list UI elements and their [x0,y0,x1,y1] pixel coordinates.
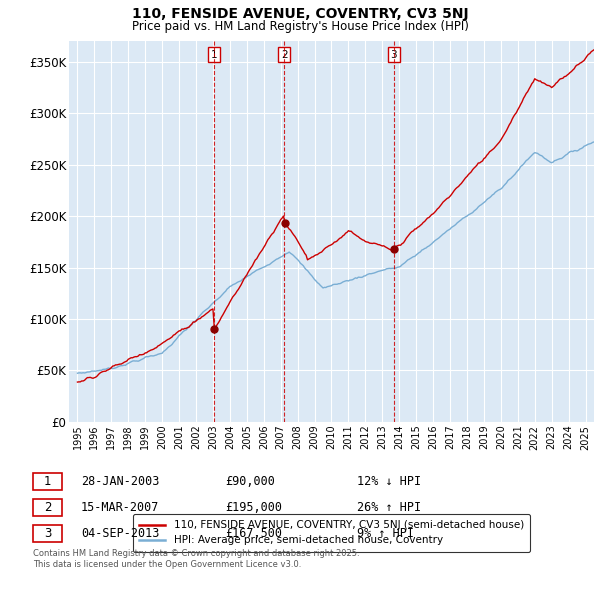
Text: 26% ↑ HPI: 26% ↑ HPI [357,501,421,514]
Text: Price paid vs. HM Land Registry's House Price Index (HPI): Price paid vs. HM Land Registry's House … [131,20,469,33]
Text: This data is licensed under the Open Government Licence v3.0.: This data is licensed under the Open Gov… [33,560,301,569]
Legend: 110, FENSIDE AVENUE, COVENTRY, CV3 5NJ (semi-detached house), HPI: Average price: 110, FENSIDE AVENUE, COVENTRY, CV3 5NJ (… [133,514,530,552]
Text: 15-MAR-2007: 15-MAR-2007 [81,501,160,514]
Text: 1: 1 [44,475,51,488]
Text: Contains HM Land Registry data © Crown copyright and database right 2025.: Contains HM Land Registry data © Crown c… [33,549,359,558]
Text: 04-SEP-2013: 04-SEP-2013 [81,527,160,540]
Text: £90,000: £90,000 [225,475,275,488]
Text: 9% ↑ HPI: 9% ↑ HPI [357,527,414,540]
Text: 3: 3 [391,50,397,60]
Text: 110, FENSIDE AVENUE, COVENTRY, CV3 5NJ: 110, FENSIDE AVENUE, COVENTRY, CV3 5NJ [131,7,469,21]
Text: 28-JAN-2003: 28-JAN-2003 [81,475,160,488]
Text: 1: 1 [211,50,218,60]
Text: 2: 2 [281,50,287,60]
Text: 2: 2 [44,501,51,514]
Text: £195,000: £195,000 [225,501,282,514]
Text: 12% ↓ HPI: 12% ↓ HPI [357,475,421,488]
Text: 3: 3 [44,527,51,540]
Text: £167,500: £167,500 [225,527,282,540]
